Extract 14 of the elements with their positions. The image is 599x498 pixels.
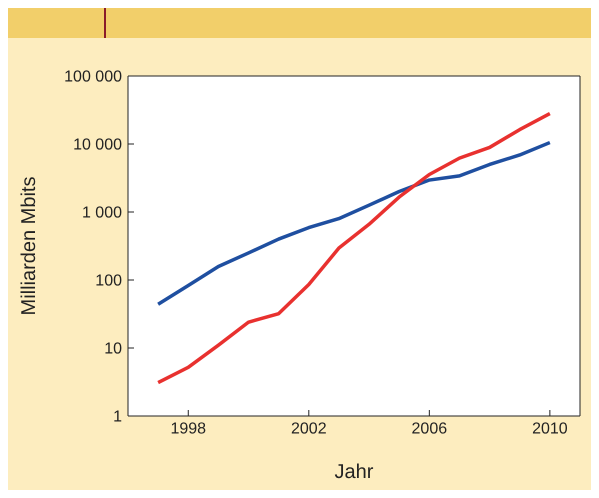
x-tick-label: 2002 [291, 420, 327, 438]
y-axis-title: Milliarden Mbits [18, 176, 40, 316]
y-tick-label: 100 [95, 272, 122, 290]
x-tick-label: 2010 [532, 420, 568, 438]
line-series [156, 140, 552, 306]
y-tick-label: 1 [113, 408, 122, 426]
x-axis-title: Jahr [334, 461, 374, 483]
line-series [156, 112, 552, 384]
y-tick-label: 10 [104, 340, 122, 358]
x-tick-label: 1998 [170, 420, 206, 438]
y-tick-label: 1 000 [82, 204, 122, 222]
x-tick-label: 2006 [412, 420, 448, 438]
y-tick-label: 100 000 [64, 68, 122, 86]
y-tick-label: 10 000 [73, 136, 122, 154]
